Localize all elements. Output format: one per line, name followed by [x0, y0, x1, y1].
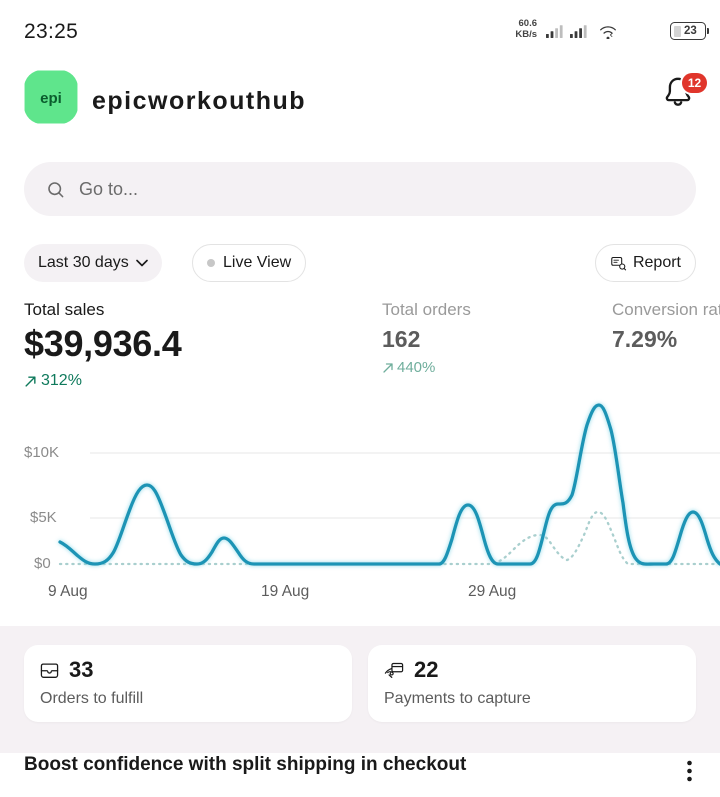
svg-text:$10K: $10K	[24, 444, 59, 461]
svg-text:$0: $0	[34, 555, 51, 572]
svg-text:$5K: $5K	[30, 509, 57, 526]
